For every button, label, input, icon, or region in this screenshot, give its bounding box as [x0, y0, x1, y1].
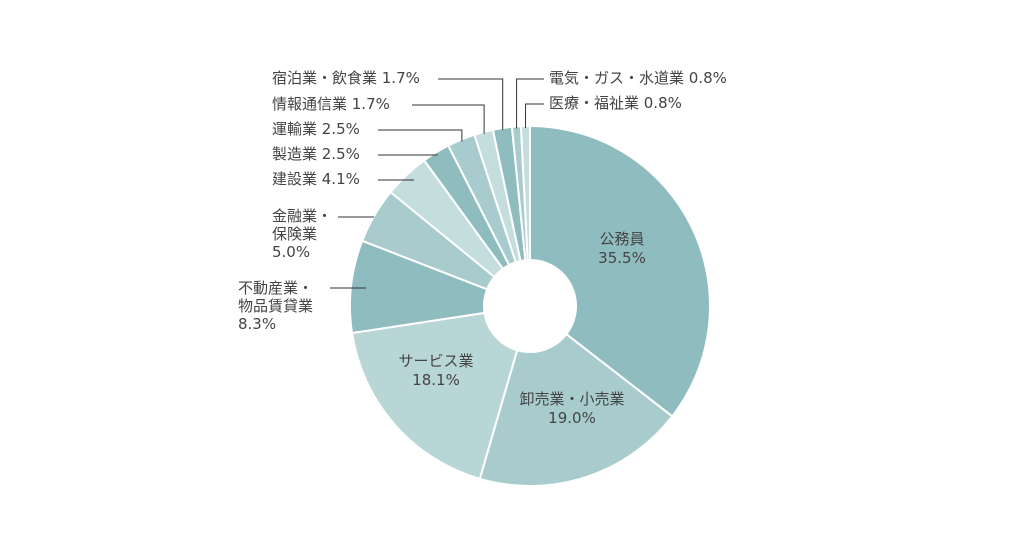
- slice-0: [529, 124, 711, 418]
- slice-1: [478, 332, 674, 487]
- slice-label-5-line-0: 建設業 4.1%: [272, 170, 360, 188]
- slice-label-6-line-0: 製造業 2.5%: [272, 145, 360, 163]
- slice-label-1-line-0: 卸売業・小売業: [519, 390, 624, 408]
- slice-label-4-line-0: 金融業・: [272, 207, 332, 225]
- slice-label-3-line-2: 8.3%: [238, 315, 276, 333]
- slices-group: [349, 124, 711, 487]
- slice-label-3-line-0: 不動産業・: [238, 279, 313, 297]
- leader-line-8: [412, 104, 485, 135]
- slice-label-0-line-1: 35.5%: [598, 249, 646, 267]
- slice-label-0-line-0: 公務員: [599, 230, 644, 248]
- leader-line-7: [378, 129, 463, 142]
- slice-11: [519, 124, 531, 262]
- slice-label-1-line-1: 19.0%: [548, 409, 596, 427]
- leader-line-9: [438, 78, 504, 131]
- leader-line-6: [378, 154, 438, 156]
- slice-label-2-line-0: サービス業: [398, 352, 473, 370]
- slice-2: [350, 311, 519, 481]
- slice-label-4-line-1: 保険業: [272, 225, 317, 243]
- leader-line-11: [525, 103, 544, 129]
- slice-label-4-line-2: 5.0%: [272, 243, 310, 261]
- slice-label-8-line-0: 情報通信業 1.7%: [272, 95, 390, 113]
- leader-lines-group: [330, 78, 544, 289]
- slice-label-10-line-0: 電気・ガス・水道業 0.8%: [549, 69, 727, 87]
- slice-label-7-line-0: 運輸業 2.5%: [272, 120, 360, 138]
- leader-line-10: [516, 78, 544, 129]
- slice-label-3-line-1: 物品賃貸業: [238, 297, 313, 315]
- slice-label-9-line-0: 宿泊業・飲食業 1.7%: [272, 69, 420, 87]
- slice-label-2-line-1: 18.1%: [412, 371, 460, 389]
- slice-label-11-line-0: 医療・福祉業 0.8%: [549, 94, 682, 112]
